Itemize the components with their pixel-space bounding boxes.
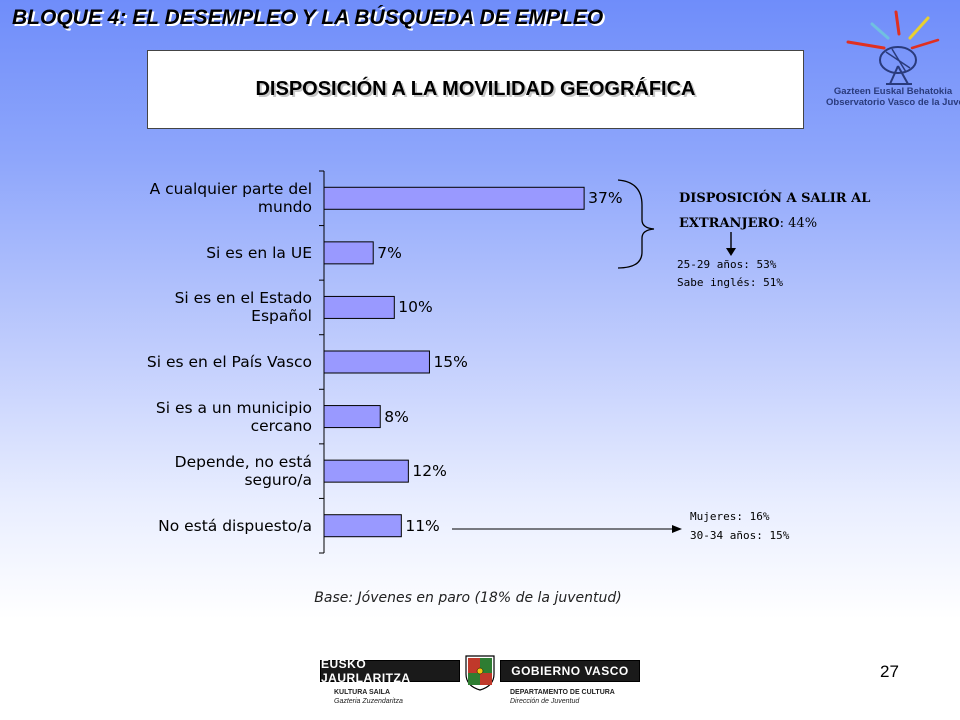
abroad-detail-2: Sabe inglés: 51% — [677, 276, 783, 289]
category-label: Si es a un municipio cercano — [155, 398, 312, 435]
grouping-brace — [617, 179, 655, 269]
footer-left-dept-name: KULTURA SAILA — [334, 689, 390, 696]
category-label: A cualquier parte del mundo — [149, 180, 312, 217]
not-willing-detail-1: Mujeres: 16% — [690, 510, 770, 523]
bar — [323, 295, 395, 319]
category-label: Si es en el Estado Español — [174, 289, 312, 326]
value-label: 15% — [433, 353, 468, 371]
chart-title-box: DISPOSICIÓN A LA MOVILIDAD GEOGRÁFICA — [147, 50, 804, 129]
page-number: 27 — [880, 662, 899, 681]
category-label: Si es en el País Vasco — [146, 353, 312, 371]
base-note: Base: Jóvenes en paro (18% de la juventu… — [314, 590, 622, 606]
bar — [323, 514, 402, 538]
footer-left-dept: KULTURA SAILA Gazteria Zuzendaritza — [334, 688, 403, 706]
category-label: Si es en la UE — [206, 243, 312, 262]
footer-right-band: GOBIERNO VASCO — [500, 660, 640, 682]
value-label: 10% — [398, 298, 433, 317]
value-label: 12% — [412, 462, 447, 481]
value-label: 8% — [384, 407, 409, 426]
chart-title: DISPOSICIÓN A LA MOVILIDAD GEOGRÁFICA — [255, 78, 696, 100]
coat-of-arms-icon — [462, 652, 498, 692]
category-label: No está dispuesto/a — [158, 516, 312, 535]
footer-right-dept: DEPARTAMENTO DE CULTURA Dirección de Juv… — [510, 688, 615, 706]
footer-left-dept-sub: Gazteria Zuzendaritza — [334, 698, 403, 705]
category-label: Depende, no está seguro/a — [174, 453, 312, 490]
satellite-dish-icon — [846, 10, 940, 85]
bar — [323, 405, 381, 429]
abroad-annotation: DISPOSICIÓN A SALIR AL EXTRANJERO: 44% — [679, 186, 870, 236]
value-label: 11% — [405, 516, 440, 535]
footer-right-dept-sub: Dirección de Juventud — [510, 698, 580, 705]
abroad-heading-line1: DISPOSICIÓN A SALIR AL — [679, 191, 871, 206]
bar — [323, 186, 585, 210]
observatory-logo: Gazteen Euskal Behatokia Observatorio Va… — [826, 4, 960, 112]
header-title: BLOQUE 4: EL DESEMPLEO Y LA BÚSQUEDA DE … — [12, 6, 604, 29]
not-willing-detail-2: 30-34 años: 15% — [690, 529, 790, 542]
abroad-value: : 44% — [779, 216, 818, 231]
government-footer: EUSKO JAURLARITZA GOBIERNO VASCO KULTURA… — [320, 652, 640, 716]
value-label: 37% — [588, 189, 623, 208]
footer-left-band: EUSKO JAURLARITZA — [320, 657, 460, 685]
bar — [323, 459, 409, 483]
bar — [323, 241, 374, 265]
logo-line-1: Gazteen Euskal Behatokia — [833, 86, 953, 97]
footer-right-dept-name: DEPARTAMENTO DE CULTURA — [510, 689, 615, 696]
value-label: 7% — [377, 243, 402, 262]
logo-line-2: Observatorio Vasco de la Juventud — [826, 97, 960, 108]
abroad-detail-1: 25-29 años: 53% — [677, 258, 777, 271]
bar — [323, 350, 430, 374]
abroad-heading-line2: EXTRANJERO — [679, 216, 780, 231]
